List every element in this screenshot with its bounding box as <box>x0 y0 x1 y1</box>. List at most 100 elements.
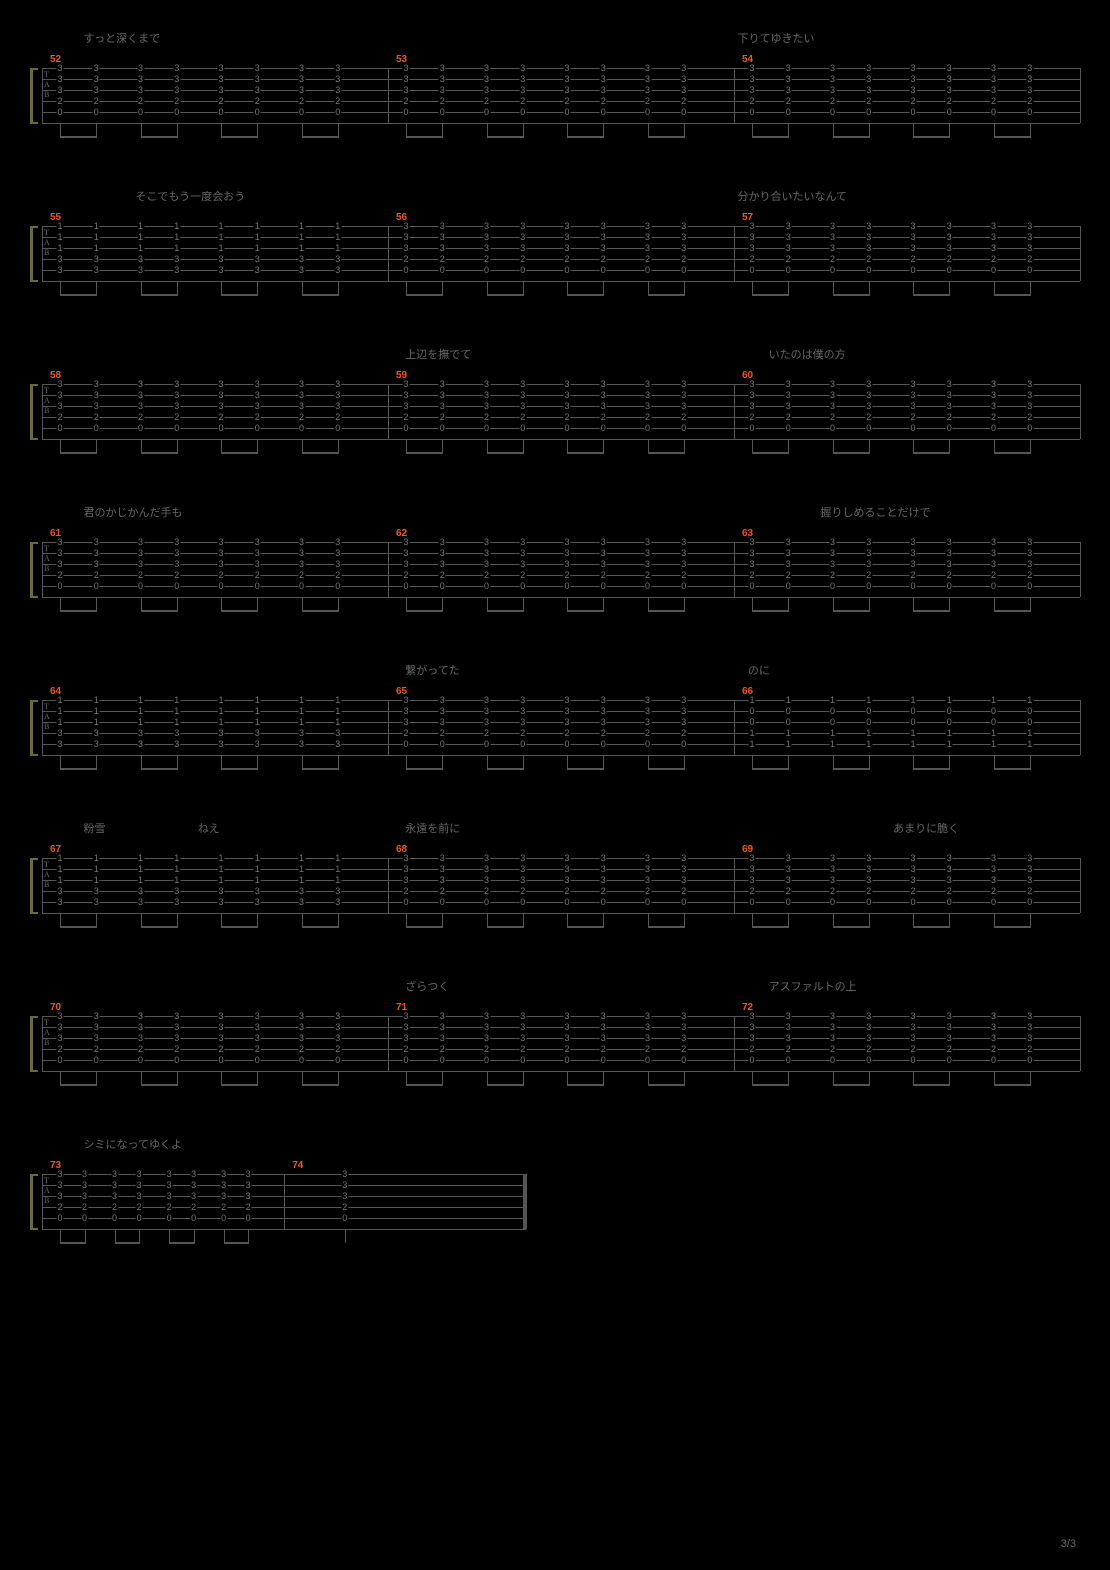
barline <box>388 542 389 597</box>
tab-fret: 1 <box>829 729 836 737</box>
tab-fret: 3 <box>990 75 997 83</box>
beam <box>648 1084 685 1086</box>
note-stem <box>221 281 222 295</box>
tab-fret: 0 <box>111 1214 118 1222</box>
tab-fret: 2 <box>563 729 570 737</box>
tab-fret: 2 <box>254 1045 261 1053</box>
tab-fret: 1 <box>1026 729 1033 737</box>
tab-fret: 2 <box>483 571 490 579</box>
note-stem <box>869 913 870 927</box>
tab-fret: 3 <box>173 1034 180 1042</box>
tab-fret: 2 <box>111 1203 118 1211</box>
tab-fret: 3 <box>946 244 953 252</box>
tab-fret: 1 <box>173 696 180 704</box>
tab-fret: 3 <box>680 233 687 241</box>
tab-fret: 3 <box>748 233 755 241</box>
tab-fret: 3 <box>334 266 341 274</box>
tab-fret: 3 <box>402 380 409 388</box>
tab-fret: 1 <box>173 707 180 715</box>
tab-fret: 3 <box>990 233 997 241</box>
tab-fret: 3 <box>93 1023 100 1031</box>
note-stem <box>406 913 407 927</box>
tab-fret: 2 <box>909 571 916 579</box>
tab-fret: 3 <box>785 233 792 241</box>
tab-fret: 3 <box>680 391 687 399</box>
tab-fret: 3 <box>56 1023 63 1031</box>
beam <box>833 452 870 454</box>
tab-fret: 3 <box>865 380 872 388</box>
beam <box>406 768 443 770</box>
lyric-text: 永遠を前に <box>405 820 460 836</box>
note-stem <box>487 913 488 927</box>
tab-fret: 3 <box>483 707 490 715</box>
lyric-text: 上辺を撫でて <box>405 346 471 362</box>
tab-fret: 0 <box>990 718 997 726</box>
tab-fret: 2 <box>439 571 446 579</box>
tab-fret: 3 <box>829 1023 836 1031</box>
note-stem <box>788 913 789 927</box>
note-stem <box>913 281 914 295</box>
tab-fret: 3 <box>909 560 916 568</box>
tab-fret: 2 <box>519 571 526 579</box>
note-stem <box>752 281 753 295</box>
note-stem <box>949 439 950 453</box>
staff-line <box>42 68 1080 69</box>
staff: TAB3332033320333203332033320333203332033… <box>30 1016 1080 1088</box>
tab-fret: 0 <box>254 582 261 590</box>
barline <box>388 1016 389 1071</box>
tab-fret: 3 <box>483 222 490 230</box>
tab-fret: 3 <box>1026 865 1033 873</box>
tab-fret: 3 <box>748 391 755 399</box>
barline <box>388 68 389 123</box>
tab-fret: 1 <box>217 244 224 252</box>
tab-fret: 2 <box>785 571 792 579</box>
note-stem <box>913 1071 914 1085</box>
barline <box>734 700 735 755</box>
note-stem <box>442 913 443 927</box>
tab-fret: 3 <box>298 549 305 557</box>
tab-fret: 3 <box>402 707 409 715</box>
system-bracket <box>30 68 38 124</box>
tab-fret: 0 <box>254 424 261 432</box>
note-stem <box>603 439 604 453</box>
tab-fret: 1 <box>173 854 180 862</box>
tab-fret: 2 <box>173 413 180 421</box>
tab-fret: 3 <box>644 86 651 94</box>
tab-fret: 3 <box>990 854 997 862</box>
tab-fret: 3 <box>519 718 526 726</box>
tab-fret: 2 <box>1026 255 1033 263</box>
tab-fret: 0 <box>137 1056 144 1064</box>
tab-fret: 0 <box>600 1056 607 1064</box>
note-stem <box>487 597 488 611</box>
beam <box>302 610 339 612</box>
tab-fret: 2 <box>519 255 526 263</box>
beam <box>487 136 524 138</box>
note-stem <box>1030 281 1031 295</box>
beam <box>567 294 604 296</box>
tab-fret: 3 <box>93 75 100 83</box>
note-stem <box>603 755 604 769</box>
tab-fret: 3 <box>334 729 341 737</box>
lyric-text: シミになってゆくよ <box>84 1136 182 1152</box>
tab-fret: 0 <box>334 424 341 432</box>
tab-fret: 1 <box>946 729 953 737</box>
measure-number-row: 616263 <box>30 528 1080 542</box>
tab-fret: 3 <box>909 854 916 862</box>
tab-fret: 0 <box>217 108 224 116</box>
tab-fret: 1 <box>946 740 953 748</box>
tab-fret: 0 <box>136 1214 143 1222</box>
tab-fret: 1 <box>909 729 916 737</box>
tab-fret: 3 <box>439 233 446 241</box>
note-stem <box>1030 755 1031 769</box>
tab-fret: 3 <box>909 64 916 72</box>
note-stem <box>1030 439 1031 453</box>
tab-fret: 3 <box>600 75 607 83</box>
tab-fret: 3 <box>483 1012 490 1020</box>
tab-fret: 3 <box>990 549 997 557</box>
note-stem <box>60 597 61 611</box>
tab-fret: 1 <box>93 707 100 715</box>
note-stem <box>257 439 258 453</box>
note-stem <box>567 913 568 927</box>
tab-fret: 3 <box>1026 1012 1033 1020</box>
tab-fret: 3 <box>483 865 490 873</box>
